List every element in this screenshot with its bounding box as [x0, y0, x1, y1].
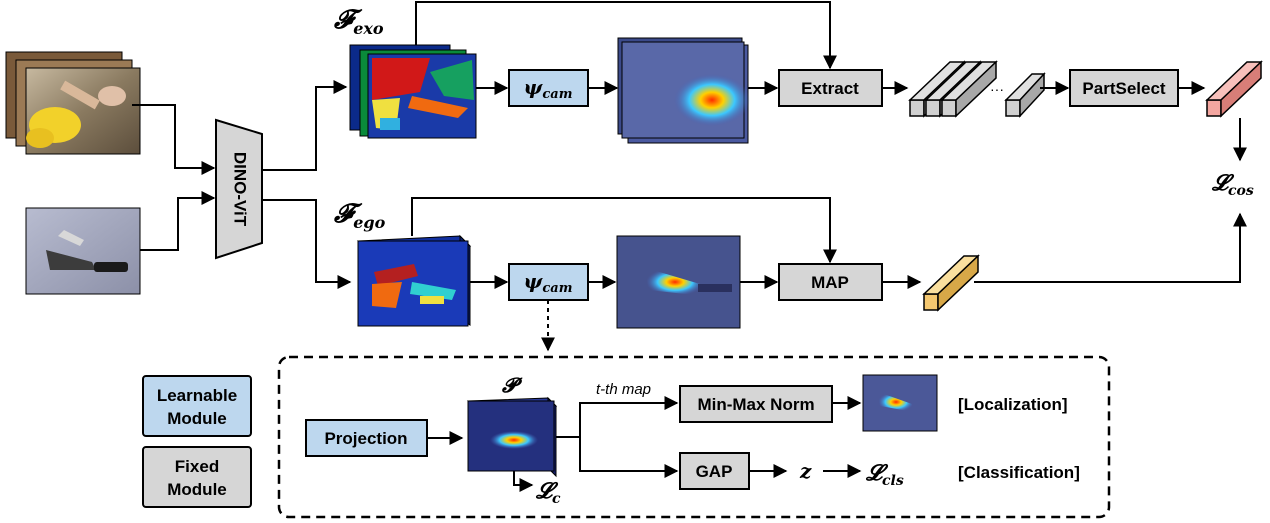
- classification-label: [Classification]: [958, 463, 1080, 482]
- ego-pooled-feature: [922, 254, 980, 312]
- exo-feature-stack: [349, 44, 477, 139]
- minmax-module: [679, 385, 833, 423]
- localization-label: [Localization]: [958, 395, 1068, 414]
- token-cube: [1004, 72, 1046, 118]
- exo-cam-label: ψcam: [524, 75, 573, 102]
- exo-feature-label: 𝓕exo: [333, 5, 384, 38]
- cam-detail-panel: [277, 355, 1111, 519]
- projection-label: Projection: [324, 429, 407, 448]
- part-tokens: ···: [908, 60, 1046, 118]
- p-label: 𝓟: [502, 373, 523, 397]
- minmax-label: Min-Max Norm: [697, 395, 814, 414]
- token-cube: [940, 60, 998, 118]
- legend: Learnable Module Fixed Module: [142, 375, 252, 508]
- selected-part-feature: [1205, 60, 1263, 118]
- legend-fixed-line1: Fixed: [175, 457, 219, 476]
- legend-learnable-line1: Learnable: [157, 386, 237, 405]
- ego-cam-label: ψcam: [524, 269, 573, 296]
- ego-feature-label: 𝓕ego: [333, 199, 386, 232]
- legend-fixed-swatch: [142, 446, 252, 508]
- extract-module: [778, 69, 883, 107]
- projection-module: [305, 419, 428, 457]
- z-label: z: [799, 459, 812, 483]
- legend-learnable-line2: Module: [167, 409, 227, 428]
- p-map-stack: [466, 396, 558, 478]
- partselect-module: [1069, 69, 1179, 107]
- gap-label: GAP: [696, 462, 733, 481]
- map-label: MAP: [811, 273, 849, 292]
- dino-vit-label: DINO-ViT: [231, 152, 250, 227]
- localization-output-map: [862, 374, 938, 432]
- ego-heatmap: [616, 235, 741, 329]
- ego-feature-map: [356, 234, 472, 327]
- token-ellipsis: ···: [990, 81, 1004, 97]
- partselect-label: PartSelect: [1082, 79, 1165, 98]
- legend-fixed-line2: Module: [167, 480, 227, 499]
- dino-vit-backbone: DINO-ViT: [215, 118, 263, 260]
- ego-cam-module: [508, 263, 589, 301]
- cosine-loss-label: 𝓛cos: [1211, 170, 1254, 199]
- exo-heatmap-stack: [617, 37, 750, 144]
- exo-input-images: [5, 51, 141, 155]
- gap-module: [679, 452, 750, 490]
- exo-cam-module: [508, 69, 589, 107]
- ego-input-image: [25, 207, 141, 295]
- t-th-map-label: t-th map: [596, 381, 651, 398]
- legend-learnable-swatch: [142, 375, 252, 437]
- cls-loss-label: 𝓛cls: [865, 460, 904, 489]
- extract-label: Extract: [801, 79, 859, 98]
- class-loss-label: 𝓛c: [535, 478, 561, 507]
